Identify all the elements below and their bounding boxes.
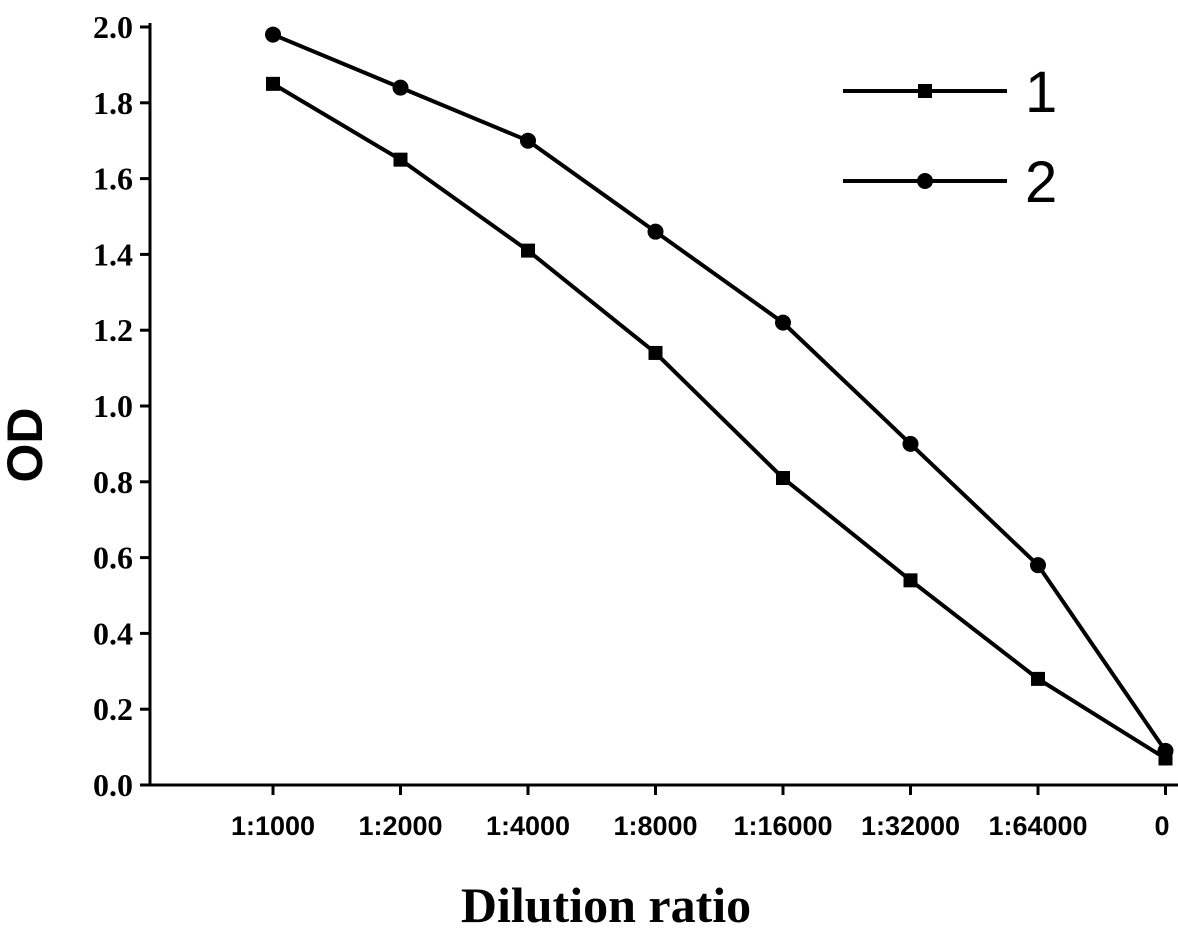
series-1-point — [776, 471, 790, 486]
series-2-point — [902, 435, 919, 452]
series-1-point — [393, 152, 408, 167]
series-1 — [266, 76, 1173, 766]
x-axis-ticks: 1:1000 1:2000 1:4000 1:8000 1:16000 1:32000 1:… — [231, 785, 1170, 841]
series-group — [265, 26, 1174, 766]
legend-marker — [918, 84, 932, 98]
x-tick-label: 1:32000 — [861, 811, 960, 841]
series-1-line — [271, 82, 1167, 761]
legend-label: 1 — [1025, 60, 1057, 125]
series-2-point — [647, 223, 664, 240]
x-axis-label: Dilution ratio — [461, 877, 751, 933]
x-tick-label: 1:1000 — [231, 811, 315, 841]
y-tick-label: 2.0 — [93, 9, 133, 45]
x-tick-label: 1:16000 — [733, 811, 832, 841]
series-1-point — [521, 243, 535, 258]
y-tick-label: 0.0 — [93, 767, 133, 803]
axes — [148, 23, 1178, 787]
series-2-point — [1157, 742, 1174, 759]
y-tick-label: 1.0 — [93, 388, 133, 424]
y-tick-label: 0.8 — [93, 464, 133, 500]
y-tick-label: 1.6 — [93, 161, 133, 197]
y-tick-label: 1.2 — [93, 312, 133, 348]
x-tick-label: 1:8000 — [613, 811, 697, 841]
legend-label: 2 — [1025, 150, 1057, 215]
x-tick-label: 1:64000 — [988, 811, 1087, 841]
series-2-point — [265, 26, 281, 43]
legend-marker — [917, 173, 933, 189]
x-tick-label: 1:2000 — [358, 811, 442, 841]
series-2-point — [392, 79, 409, 96]
y-tick-label: 0.2 — [93, 691, 133, 727]
legend-item-1: 1 — [843, 60, 1057, 125]
x-tick-label: 1:4000 — [486, 811, 570, 841]
series-1-point — [266, 76, 280, 91]
x-tick-label: 0 — [1154, 811, 1169, 841]
legend: 12 — [843, 60, 1057, 215]
y-tick-label: 1.8 — [93, 85, 133, 121]
y-tick-label: 1.4 — [93, 236, 133, 272]
y-tick-label: 0.4 — [93, 615, 133, 651]
series-2-line — [272, 32, 1168, 753]
series-1-point — [903, 573, 918, 588]
series-2-point — [775, 314, 791, 331]
series-2-point — [1030, 557, 1046, 574]
legend-item-2: 2 — [843, 150, 1057, 215]
series-2-point — [520, 132, 536, 149]
series-1-point — [1031, 671, 1045, 686]
series-1-point — [648, 345, 663, 360]
y-axis-ticks: 0.0 0.2 0.4 0.6 0.8 1.0 1.2 1.4 1.6 1.8 2.0 — [93, 9, 150, 803]
y-axis-label: OD — [0, 408, 53, 483]
series-2 — [265, 26, 1174, 759]
y-tick-label: 0.6 — [93, 540, 133, 576]
